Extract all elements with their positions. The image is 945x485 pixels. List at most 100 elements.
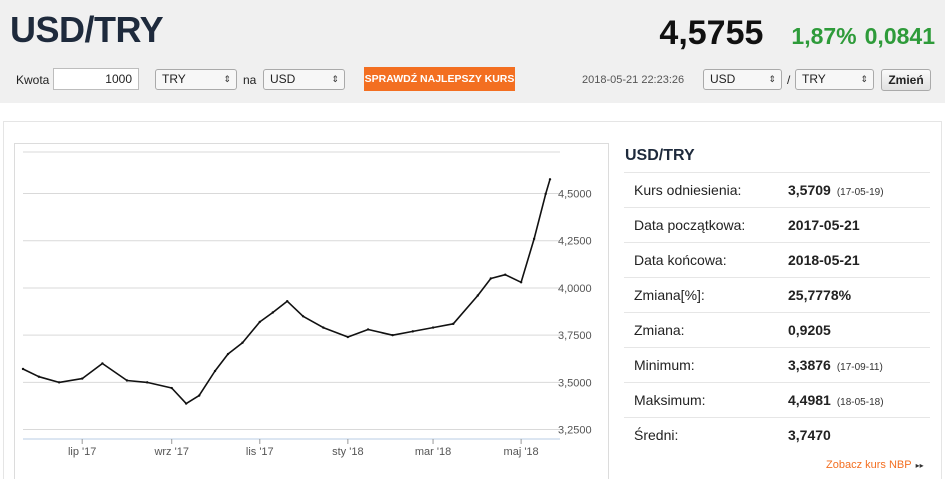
updown-arrows-icon: ⇕: [331, 74, 339, 84]
price-point: [431, 326, 435, 329]
converter-bar: Kwota 1000 TRY ⇕ na USD ⇕ SPRAWDŹ NAJLEP…: [0, 66, 945, 94]
price-point: [366, 328, 370, 331]
stats-label: Zmiana[%]:: [634, 287, 705, 303]
y-tick-label: 4,0000: [558, 283, 592, 295]
stats-table: Kurs odniesienia: 3,5709 (17-05-19) Data po…: [624, 172, 930, 452]
stats-label: Zmiana:: [634, 322, 685, 338]
stats-value-text: 25,7778%: [788, 287, 852, 303]
x-tick-label: wrz '17: [153, 446, 189, 458]
price-point: [57, 381, 61, 384]
quote-currency-value: TRY: [802, 72, 826, 86]
price-point: [101, 362, 104, 365]
price-point: [21, 367, 25, 371]
updown-arrows-icon: ⇕: [860, 74, 868, 84]
stats-row: Maksimum: 4,4981 (18-05-18): [624, 382, 930, 417]
y-tick-label: 4,2500: [558, 236, 592, 248]
stats-value-text: 2018-05-21: [788, 252, 860, 268]
stats-label: Maksimum:: [634, 392, 706, 408]
stats-value: 4,4981 (18-05-18): [788, 392, 884, 408]
stats-value-text: 2017-05-21: [788, 217, 860, 233]
amount-input[interactable]: 1000: [53, 68, 139, 90]
price-point: [411, 330, 415, 333]
stats-value: 0,9205: [788, 322, 831, 338]
stats-value-text: 0,9205: [788, 322, 831, 338]
y-tick-label: 3,5000: [558, 377, 592, 389]
stats-value: 3,3876 (17-09-11): [788, 357, 883, 373]
change-pair-button[interactable]: Zmień: [881, 69, 931, 91]
rate-summary: 4,5755 1,87% 0,0841: [659, 14, 935, 53]
x-tick-label: lip '17: [68, 446, 96, 458]
price-line: [22, 179, 551, 405]
stats-value: 3,7470: [788, 427, 831, 443]
x-tick-label: maj '18: [504, 446, 539, 458]
stats-label: Średni:: [634, 427, 679, 443]
price-chart: 3,2500 3,5000 3,7500 4,0000 4,2500 4,5000 lip …: [21, 151, 592, 458]
stats-row: Średni: 3,7470: [624, 417, 930, 452]
price-point: [125, 379, 129, 382]
stats-date: (18-05-18): [836, 397, 884, 408]
y-tick-label: 3,2500: [558, 425, 592, 437]
stats-row: Data końcowa: 2018-05-21: [624, 242, 930, 277]
base-currency-value: USD: [710, 72, 736, 86]
from-currency-select[interactable]: TRY ⇕: [155, 69, 237, 90]
price-point: [258, 320, 261, 324]
to-currency-value: USD: [270, 72, 296, 86]
base-currency-select[interactable]: USD ⇕: [703, 69, 782, 90]
stats-value: 3,5709 (17-05-19): [788, 182, 884, 198]
stats-date: (17-05-19): [836, 187, 884, 198]
price-point: [532, 237, 536, 241]
x-tick-label: sty '18: [332, 446, 363, 458]
stats-label: Minimum:: [634, 357, 695, 373]
stats-value-text: 3,5709: [788, 182, 831, 198]
stats-row: Zmiana[%]: 25,7778%: [624, 277, 930, 312]
to-currency-select[interactable]: USD ⇕: [263, 69, 345, 90]
pair-separator: /: [787, 73, 791, 87]
price-point: [346, 335, 350, 339]
price-point: [548, 178, 552, 181]
best-rate-button[interactable]: SPRAWDŹ NAJLEPSZY KURS: [364, 67, 515, 91]
price-point: [184, 402, 188, 405]
stats-value-text: 3,7470: [788, 427, 831, 443]
double-arrow-right-icon: ▸▸: [915, 461, 924, 470]
stats-title: USD/TRY: [625, 147, 695, 164]
y-tick-label: 4,5000: [558, 189, 592, 201]
current-rate: 4,5755: [659, 14, 764, 52]
price-point: [241, 341, 244, 344]
price-point: [145, 381, 149, 384]
page-title: USD/TRY: [10, 9, 164, 50]
price-point: [80, 377, 84, 380]
stats-row: Data początkowa: 2017-05-21: [624, 207, 930, 242]
stats-label: Data początkowa:: [634, 217, 746, 233]
price-point: [504, 273, 507, 276]
na-label: na: [243, 73, 257, 87]
stats-value-text: 3,3876: [788, 357, 831, 373]
price-point: [286, 299, 289, 303]
y-tick-label: 3,7500: [558, 330, 592, 342]
timestamp: 2018-05-21 22:23:26: [582, 74, 685, 86]
stats-label: Data końcowa:: [634, 252, 727, 268]
x-tick-label: lis '17: [246, 446, 274, 458]
header-bar: USD/TRY 4,5755 1,87% 0,0841 Kwota 1000 T…: [0, 0, 945, 103]
price-point: [544, 192, 547, 196]
stats-row: Kurs odniesienia: 3,5709 (17-05-19): [624, 172, 930, 207]
price-point: [476, 294, 480, 297]
from-currency-value: TRY: [162, 72, 186, 86]
stats-value-text: 4,4981: [788, 392, 831, 408]
price-point: [301, 315, 305, 318]
price-point: [489, 277, 493, 280]
price-point: [519, 281, 523, 284]
stats-row: Minimum: 3,3876 (17-09-11): [624, 347, 930, 382]
price-point: [37, 375, 41, 378]
amount-label: Kwota: [16, 73, 50, 87]
nbp-link[interactable]: Zobacz kurs NBP ▸▸: [826, 459, 924, 471]
change-absolute: 0,0841: [864, 23, 935, 49]
price-point: [271, 311, 274, 314]
price-point: [226, 352, 230, 356]
quote-currency-select[interactable]: TRY ⇕: [795, 69, 874, 90]
stats-label: Kurs odniesienia:: [634, 182, 742, 198]
price-point: [322, 326, 325, 329]
stats-value: 25,7778%: [788, 287, 851, 303]
updown-arrows-icon: ⇕: [223, 74, 231, 84]
price-point: [170, 386, 173, 390]
price-point: [452, 322, 455, 326]
